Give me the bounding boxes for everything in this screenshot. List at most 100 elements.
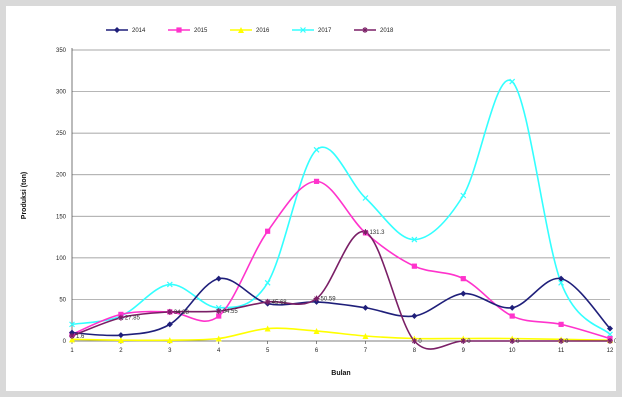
x-tick-label: 1 [70, 348, 74, 354]
y-tick-label: 300 [56, 90, 67, 96]
data-label: 45.68 [272, 300, 288, 306]
series-line-2016 [71, 327, 611, 342]
y-tick-label: 150 [56, 214, 67, 220]
data-label: 27.85 [125, 316, 141, 322]
data-point-2016 [264, 325, 271, 332]
x-tick-label: 3 [168, 348, 172, 354]
x-tick-label: 9 [462, 348, 466, 354]
data-point-2017 [166, 281, 173, 288]
data-point-2014 [117, 332, 124, 339]
data-label: 0 [516, 339, 520, 345]
legend-label: 2017 [318, 28, 332, 34]
data-point-2017 [558, 279, 565, 286]
x-tick-label: 5 [266, 348, 270, 354]
data-labels: 1.6 27.85 34.38 34.55 45.68 50.59 131.3 0 0 0 0 0 [76, 230, 616, 345]
y-tick-label: 200 [56, 173, 67, 179]
data-label: 1.6 [76, 334, 85, 340]
data-point-2014 [558, 275, 565, 282]
data-point-2018 [362, 229, 369, 236]
data-point-2017 [411, 236, 418, 243]
data-point-2018 [117, 314, 124, 321]
y-axis-title: Produksi (ton) [21, 172, 28, 219]
data-point-2015 [558, 321, 564, 327]
data-point-2014 [166, 321, 173, 328]
data-point-2015 [460, 276, 466, 282]
x-tick-label: 10 [509, 348, 516, 354]
grid-lines [72, 49, 610, 300]
data-point-2016 [69, 336, 75, 343]
data-point-2016 [215, 335, 222, 342]
x-tick-label: 12 [607, 348, 614, 354]
legend-marker-2014 [114, 27, 120, 33]
data-point-2018 [411, 338, 418, 344]
series-line-2017 [71, 79, 611, 335]
data-point-2017 [362, 195, 369, 201]
y-tick-label: 50 [59, 297, 66, 303]
data-point-2018 [69, 333, 75, 340]
legend-marker-2018 [362, 27, 368, 33]
y-tick-labels: 0 50 100 150 200 250 300 350 [56, 48, 67, 345]
data-point-2017 [509, 78, 516, 85]
series-lines [71, 79, 611, 350]
legend: 2014 2015 2016 2017 2018 [106, 27, 394, 34]
chart-frame: 0 50 100 150 200 250 300 350 1 2 3 4 5 6 7 8 9 10 11 12 1.… [6, 6, 616, 391]
legend-label: 2016 [256, 28, 270, 34]
legend-label: 2015 [194, 28, 208, 34]
series-line-2014 [71, 277, 611, 337]
data-point-2014 [362, 304, 369, 311]
legend-label: 2014 [132, 28, 146, 34]
legend-marker-2017 [300, 27, 306, 33]
data-point-2018 [607, 338, 613, 344]
data-label: 0 [614, 339, 616, 345]
data-point-2016 [313, 328, 320, 335]
data-point-2014 [460, 290, 467, 297]
data-point-2015 [313, 178, 320, 184]
x-tick-label: 7 [364, 348, 368, 354]
y-tick-label: 350 [56, 48, 67, 54]
data-point-2017 [264, 279, 271, 286]
x-tick-label: 8 [413, 348, 417, 354]
series-markers [69, 78, 613, 344]
x-tick-label: 11 [558, 348, 565, 354]
legend-marker-2016 [238, 27, 244, 33]
data-point-2015 [411, 263, 417, 269]
data-label: 0 [418, 339, 422, 345]
legend-marker-2015 [176, 27, 182, 33]
data-point-2014 [607, 325, 613, 332]
data-point-2014 [411, 313, 418, 320]
legend-label: 2018 [380, 28, 394, 34]
data-point-2017 [313, 146, 320, 153]
data-point-2015 [118, 311, 124, 317]
x-tick-label: 6 [315, 348, 319, 354]
data-point-2015 [216, 313, 222, 319]
data-label: 0 [467, 339, 471, 345]
data-point-2017 [69, 321, 75, 328]
x-tick-label: 2 [119, 348, 123, 354]
data-point-2018 [264, 298, 271, 305]
data-point-2016 [362, 333, 369, 340]
data-point-2018 [313, 295, 320, 302]
data-point-2014 [509, 304, 516, 311]
x-tick-labels: 1 2 3 4 5 6 7 8 9 10 11 12 [70, 348, 614, 354]
data-label: 50.59 [321, 297, 337, 303]
y-tick-label: 100 [56, 256, 67, 262]
data-point-2018 [166, 308, 173, 315]
x-axis-title: Bulan [331, 370, 350, 377]
data-label: 131.3 [369, 230, 385, 236]
data-point-2014 [215, 275, 222, 282]
data-point-2018 [558, 338, 565, 344]
y-tick-label: 0 [63, 339, 67, 345]
y-tick-label: 250 [56, 131, 67, 137]
data-point-2018 [460, 338, 467, 344]
data-point-2015 [265, 228, 271, 234]
x-tick-label: 4 [217, 348, 221, 354]
data-point-2016 [117, 337, 124, 344]
data-label: 34.38 [174, 310, 190, 316]
data-point-2015 [509, 313, 515, 319]
data-label: 34.55 [223, 309, 239, 315]
data-point-2016 [166, 337, 173, 344]
data-point-2018 [215, 308, 222, 315]
data-point-2017 [460, 192, 467, 199]
data-point-2018 [509, 338, 516, 344]
